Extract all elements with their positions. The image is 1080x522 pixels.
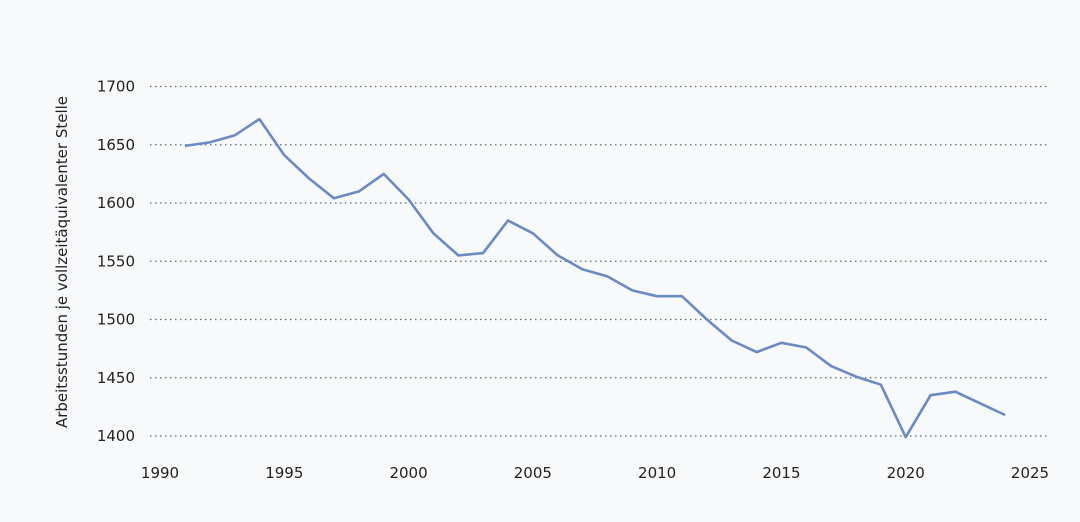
y-tick-label: 1500 [97, 311, 135, 329]
x-tick-label: 2025 [1011, 464, 1049, 482]
y-tick-label: 1400 [97, 427, 135, 445]
x-tick-label: 1990 [141, 464, 179, 482]
x-axis-ticks: 1990 1995 2000 2005 2010 2015 2020 2025 [141, 464, 1049, 482]
x-tick-label: 2010 [638, 464, 676, 482]
y-tick-label: 1600 [97, 194, 135, 212]
x-tick-label: 2000 [389, 464, 427, 482]
y-tick-label: 1450 [97, 369, 135, 387]
x-tick-label: 2015 [762, 464, 800, 482]
series-line [184, 117, 1006, 439]
y-axis-ticks: 1400 1450 1500 1550 1600 1650 1700 [97, 78, 135, 446]
y-tick-label: 1550 [97, 252, 135, 270]
gridlines [150, 85, 1047, 437]
y-axis-label: Arbeitsstunden je vollzeitäquivalenter S… [53, 96, 71, 428]
x-tick-label: 2020 [887, 464, 925, 482]
x-tick-label: 2005 [514, 464, 552, 482]
y-tick-label: 1700 [97, 78, 135, 96]
y-tick-label: 1650 [97, 136, 135, 154]
x-tick-label: 1995 [265, 464, 303, 482]
